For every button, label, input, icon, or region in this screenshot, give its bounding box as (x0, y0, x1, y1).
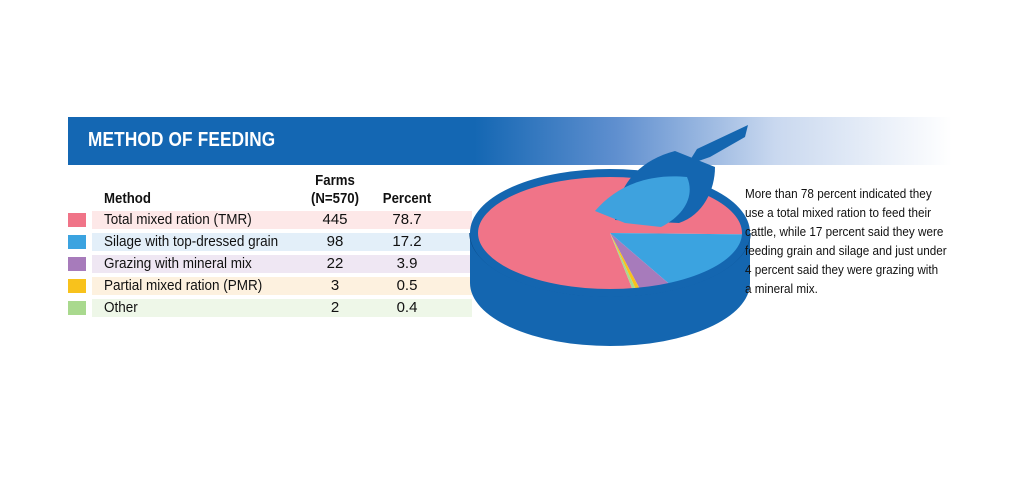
pie-slice (610, 233, 637, 293)
header-method: Method (104, 190, 151, 207)
method-label: Other (104, 299, 138, 316)
method-label: Silage with top-dressed grain (104, 233, 279, 250)
scoop-icon (595, 125, 748, 227)
table-row: Total mixed ration (TMR) 445 78.7 (68, 210, 472, 230)
table-row: Other 2 0.4 (68, 298, 472, 318)
legend-swatch (68, 257, 86, 271)
chart-title: METHOD OF FEEDING (88, 129, 276, 151)
farms-value: 22 (326, 255, 344, 272)
bowl-rim-top (470, 169, 750, 297)
farms-value: 3 (330, 277, 340, 294)
title-banner: METHOD OF FEEDING (68, 117, 952, 165)
header-percent: Percent (382, 190, 432, 207)
legend-swatch (68, 213, 86, 227)
description-text: More than 78 percent indicated they use … (745, 186, 947, 296)
header-farms-line1: Farms (315, 172, 355, 189)
scoop-front (595, 176, 690, 227)
farms-value: 445 (322, 211, 348, 228)
row-background (92, 255, 472, 273)
percent-value: 78.7 (392, 211, 422, 228)
header-farms-line2: (N=570) (310, 190, 360, 207)
percent-value: 17.2 (392, 233, 422, 250)
pie-svg (469, 125, 751, 346)
table-row: Grazing with mineral mix 22 3.9 (68, 254, 472, 274)
row-background (92, 233, 472, 251)
legend-swatch (68, 235, 86, 249)
scoop-handle (687, 125, 748, 165)
method-label: Partial mixed ration (PMR) (104, 277, 263, 294)
method-label: Grazing with mineral mix (104, 255, 252, 272)
bowl-wall (470, 233, 750, 346)
percent-value: 0.5 (396, 277, 418, 294)
pie-chart (465, 115, 755, 360)
percent-value: 3.9 (396, 255, 418, 272)
farms-value: 2 (330, 299, 340, 316)
row-background (92, 299, 472, 317)
table-row: Partial mixed ration (PMR) 3 0.5 (68, 276, 472, 296)
legend-swatch (68, 301, 86, 315)
percent-value: 0.4 (396, 299, 418, 316)
row-background (92, 211, 472, 229)
method-label: Total mixed ration (TMR) (104, 211, 252, 228)
pie-slice (610, 233, 673, 292)
row-background (92, 277, 472, 295)
table-row: Silage with top-dressed grain 98 17.2 (68, 232, 472, 252)
farms-value: 98 (326, 233, 344, 250)
legend-swatch (68, 279, 86, 293)
pie-slice (610, 233, 642, 292)
pie-slice (610, 233, 746, 287)
